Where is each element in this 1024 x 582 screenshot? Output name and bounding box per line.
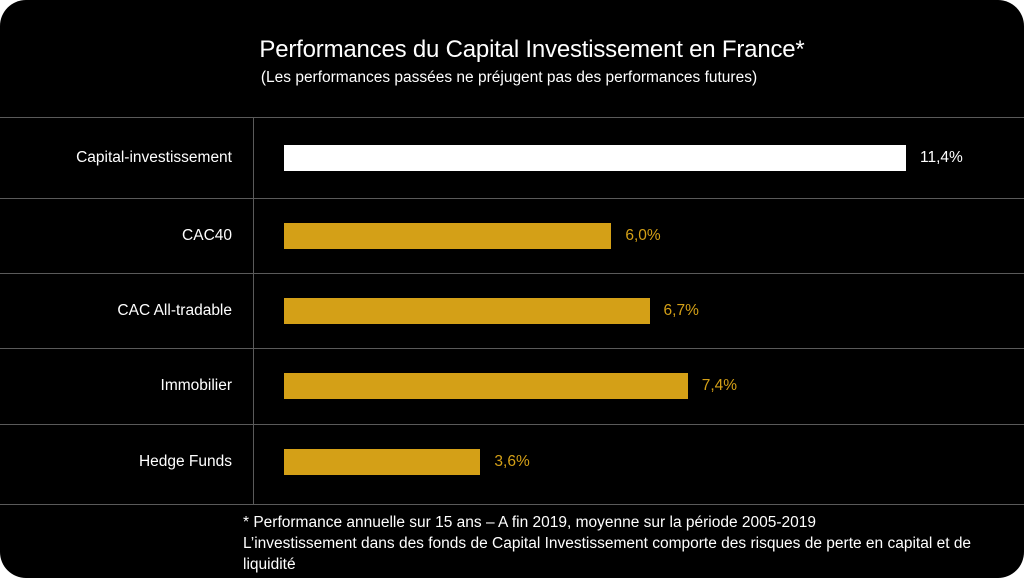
data-label: 11,4%: [920, 149, 963, 166]
data-label: 3,6%: [494, 453, 530, 470]
chart-title: Performances du Capital Investissement e…: [259, 36, 805, 63]
divider-line: [0, 273, 1024, 274]
category-axis-line: [253, 117, 254, 504]
bar-immobilier: [284, 373, 688, 399]
footnote-line-2: L’investissement dans des fonds de Capit…: [243, 535, 972, 552]
chart-subtitle: (Les performances passées ne préjugent p…: [260, 69, 758, 86]
category-label: Capital-investissement: [76, 149, 232, 166]
divider-line: [0, 348, 1024, 349]
bar-capital-investissement: [284, 145, 906, 171]
bar-cac40: [284, 223, 612, 249]
data-label: 7,4%: [701, 377, 738, 394]
divider-line: [0, 198, 1024, 199]
data-label: 6,7%: [663, 302, 699, 319]
footnote-line-3: liquidité: [243, 556, 296, 573]
category-label: CAC40: [182, 227, 232, 244]
category-label: Immobilier: [160, 377, 232, 394]
bar-cac-all-tradable: [284, 298, 650, 324]
bar-hedge-funds: [284, 449, 481, 475]
category-label: Hedge Funds: [138, 453, 232, 470]
divider-line: [0, 424, 1024, 425]
category-label: CAC All-tradable: [117, 302, 232, 319]
divider-line: [0, 117, 1024, 118]
divider-line: [0, 504, 1024, 505]
data-label: 6,0%: [625, 227, 661, 244]
footnote-line-1: * Performance annuelle sur 15 ans – A fi…: [243, 514, 817, 531]
